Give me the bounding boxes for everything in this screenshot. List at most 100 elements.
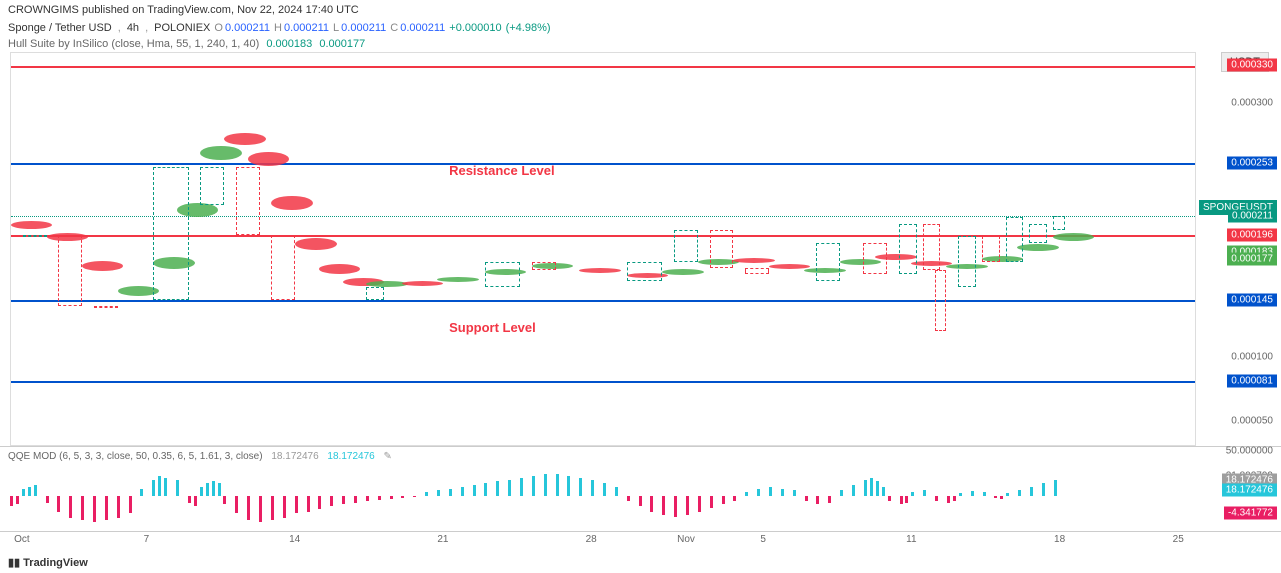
candle[interactable] [532, 262, 556, 271]
candle[interactable] [982, 236, 1000, 261]
candle[interactable] [863, 243, 887, 275]
horizontal-line[interactable] [11, 66, 1195, 68]
price-chart[interactable]: Resistance Level Support Level [10, 52, 1196, 446]
osc-bar [295, 496, 298, 514]
horizontal-line[interactable] [11, 163, 1195, 165]
candle[interactable] [923, 224, 941, 271]
osc-bar [366, 496, 369, 501]
osc-bar [888, 496, 891, 501]
candle[interactable] [674, 230, 698, 262]
time-x-axis[interactable]: Oct7142128Nov5111825 [0, 532, 1281, 552]
y-tick-label: 0.000145 [1227, 293, 1277, 306]
osc-bar [905, 496, 908, 503]
osc-y-tick: -4.341772 [1224, 506, 1277, 519]
osc-bar [828, 496, 831, 503]
price-change-pct: (+4.98%) [506, 22, 551, 34]
oscillator-y-axis[interactable]: 50.00000021.80279918.17247618.172476-4.3… [1196, 447, 1281, 531]
osc-bar [805, 496, 808, 501]
osc-bar [158, 476, 161, 495]
hull-segment [402, 281, 443, 286]
osc-bar [105, 496, 108, 521]
main-chart-area[interactable]: USDT Resistance Level Support Level SPON… [0, 52, 1281, 447]
osc-bar [935, 496, 938, 501]
osc-bar [953, 496, 956, 501]
osc-bar [484, 483, 487, 495]
osc-bar [793, 490, 796, 495]
osc-bar [473, 485, 476, 496]
osc-bar [882, 487, 885, 496]
horizontal-line[interactable] [11, 381, 1195, 383]
candle[interactable] [935, 270, 947, 331]
candle[interactable] [1029, 224, 1047, 243]
hull-segment [224, 133, 265, 145]
horizontal-line[interactable] [11, 300, 1195, 302]
osc-bar [983, 492, 986, 496]
osc-bar [283, 496, 286, 518]
y-tick-label: 0.000330 [1227, 58, 1277, 71]
tradingview-logo[interactable]: ▮▮ TradingView [8, 556, 88, 569]
qqe-indicator-line[interactable]: QQE MOD (6, 5, 3, 3, close, 50, 0.35, 6,… [8, 451, 392, 462]
hull-v2: 0.000177 [319, 38, 365, 50]
osc-bar [870, 478, 873, 496]
osc-bar [556, 474, 559, 495]
ohlc-close: 0.000211 [390, 22, 445, 34]
osc-bar [378, 496, 381, 500]
symbol-pair[interactable]: Sponge / Tether USD [8, 22, 112, 34]
hull-segment [733, 258, 774, 263]
symbol-info-bar: Sponge / Tether USD , 4h , POLONIEX 0.00… [0, 20, 1281, 36]
y-tick-label: 0.000253 [1227, 156, 1277, 169]
candle[interactable] [271, 235, 295, 299]
osc-bar [781, 489, 784, 496]
candle[interactable] [485, 262, 521, 287]
osc-bar [733, 496, 736, 501]
osc-bar [223, 496, 226, 505]
osc-bar [318, 496, 321, 509]
osc-bar [22, 489, 25, 496]
timeframe[interactable]: 4h [127, 22, 139, 34]
candle[interactable] [153, 167, 189, 300]
candle[interactable] [816, 243, 840, 281]
ohlc-open: 0.000211 [214, 22, 270, 34]
osc-bar [235, 496, 238, 514]
x-tick-label: 11 [906, 534, 916, 545]
hull-segment [769, 264, 810, 269]
candle[interactable] [745, 268, 769, 274]
osc-bar [390, 496, 393, 500]
osc-bar [449, 489, 452, 496]
qqe-name: QQE MOD [8, 451, 56, 462]
hull-indicator-line[interactable]: Hull Suite by InSilico (close, Hma, 55, … [0, 36, 1281, 52]
candle[interactable] [1006, 217, 1024, 261]
osc-y-tick: 50.000000 [1226, 446, 1273, 457]
osc-bar [46, 496, 49, 503]
osc-bar [34, 485, 37, 496]
pencil-icon[interactable]: ✎ [383, 451, 391, 462]
candle[interactable] [958, 236, 976, 287]
hull-segment [271, 196, 312, 210]
qqe-v1: 18.172476 [271, 451, 318, 462]
y-tick-label: 0.000300 [1231, 97, 1273, 108]
hull-segment [11, 221, 52, 229]
ohlc-high: 0.000211 [274, 22, 329, 34]
tv-icon: ▮▮ [8, 557, 23, 569]
osc-bar [1006, 493, 1009, 496]
osc-bar [247, 496, 250, 521]
osc-bar [674, 496, 677, 517]
candle[interactable] [200, 167, 224, 205]
candle[interactable] [23, 235, 47, 237]
candle[interactable] [627, 262, 663, 281]
oscillator-panel[interactable]: QQE MOD (6, 5, 3, 3, close, 50, 0.35, 6,… [0, 447, 1281, 532]
candle[interactable] [236, 167, 260, 235]
candle[interactable] [1053, 216, 1065, 230]
price-change: +0.000010 [449, 22, 501, 34]
candle[interactable] [58, 235, 82, 306]
candle[interactable] [366, 287, 384, 300]
osc-bar [307, 496, 310, 512]
candle[interactable] [710, 230, 734, 268]
price-y-axis[interactable]: SPONGEUSDT 0.0003300.0003000.0002530.000… [1196, 52, 1281, 446]
osc-bar [710, 496, 713, 508]
osc-bar [1054, 480, 1057, 496]
osc-bar [591, 480, 594, 496]
candle[interactable] [94, 306, 118, 309]
candle[interactable] [899, 224, 917, 275]
osc-bar [864, 480, 867, 496]
